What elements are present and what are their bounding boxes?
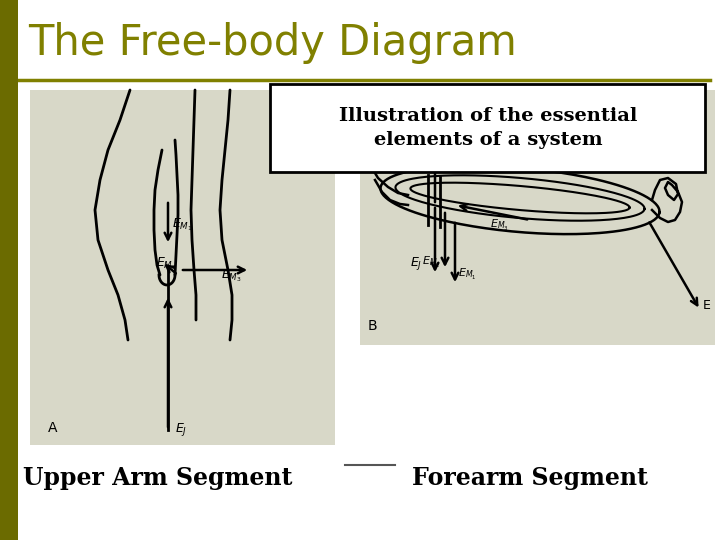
Text: $E_{M_1}$: $E_{M_1}$ (172, 217, 193, 233)
Bar (360, 90, 715, 345)
Text: Illustration of the essential
elements of a system: Illustration of the essential elements o… (339, 107, 637, 149)
Text: A: A (48, 421, 58, 435)
Text: $E_{M_2}$: $E_{M_2}$ (422, 254, 441, 269)
Text: The Free-body Diagram: The Free-body Diagram (28, 22, 517, 64)
Text: $E_{M_2}$: $E_{M_2}$ (156, 255, 176, 272)
Text: B: B (368, 319, 377, 333)
Text: W: W (484, 120, 496, 133)
Text: $E_{M_3}$: $E_{M_3}$ (221, 267, 242, 284)
Text: $E_J$: $E_J$ (175, 421, 187, 438)
Text: Upper Arm Segment: Upper Arm Segment (23, 466, 293, 490)
Bar (0, 0, 18, 540)
Bar (270, 84, 705, 172)
Text: $E_J$: $E_J$ (410, 255, 422, 272)
Text: Forearm Segment: Forearm Segment (412, 466, 648, 490)
Bar (30, 90, 335, 445)
Text: $E_{M_1}$: $E_{M_1}$ (458, 267, 477, 282)
Text: E: E (703, 299, 711, 312)
Text: $E_{M_3}$: $E_{M_3}$ (490, 218, 509, 233)
